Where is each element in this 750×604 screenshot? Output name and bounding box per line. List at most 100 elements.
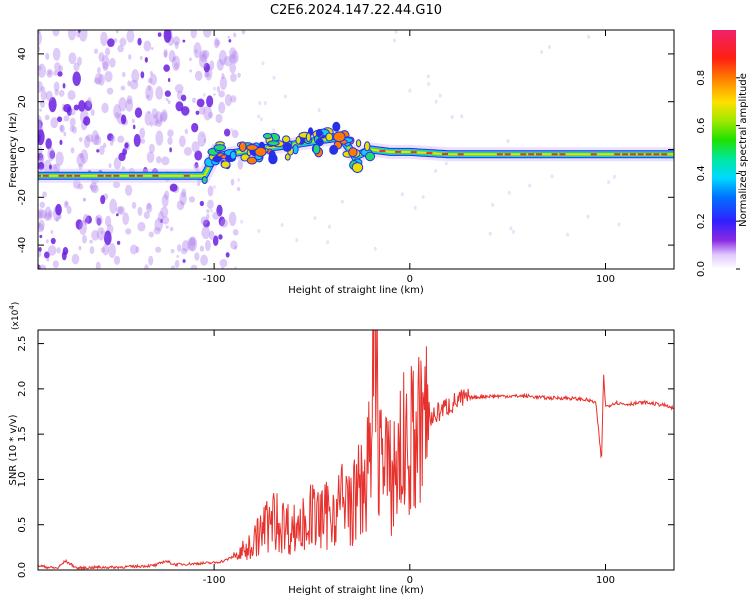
spectrogram-cell — [120, 85, 126, 91]
spectrogram-cell — [283, 94, 287, 99]
spectrogram-cell — [77, 56, 82, 66]
spectrogram-cell — [223, 56, 233, 67]
spectrogram-cell — [91, 230, 99, 241]
spectrogram-cell — [181, 188, 187, 198]
spectrogram-cell — [183, 146, 192, 156]
spectrogram-cell — [191, 122, 199, 133]
spectrogram-cell — [228, 39, 232, 43]
spectrogram-cell — [434, 168, 438, 173]
spectrogram-cell — [115, 30, 119, 34]
spectrogram-cell — [157, 211, 164, 224]
spectrogram-cell — [168, 50, 176, 63]
colorbar-tick-label: 0.8 — [696, 70, 707, 86]
spectrogram-cell — [73, 104, 80, 111]
spectrogram-cell — [100, 247, 106, 253]
spectrogram-cell — [199, 50, 208, 62]
spectrogram-cell — [161, 109, 168, 121]
spectrogram-cell — [93, 77, 100, 84]
spectrogram-cell — [373, 246, 377, 251]
spectrogram-cell — [38, 146, 43, 156]
spectrogram-cell — [47, 210, 53, 218]
spectrogram-cell — [111, 135, 116, 143]
spectrogram-cell — [212, 235, 219, 246]
spectrogram-cell — [137, 221, 146, 232]
spectrogram-cell — [148, 231, 154, 238]
spectrogram-cell — [89, 184, 94, 189]
spectrogram-cell — [234, 266, 238, 269]
colorbar-tick-label: 0.6 — [696, 118, 707, 134]
spectrogram-cell — [394, 30, 398, 34]
spectrogram-cell — [152, 114, 159, 126]
spectrogram-cell — [79, 153, 84, 159]
spectrogram-cell — [231, 50, 239, 64]
spectrogram-cell — [103, 142, 107, 149]
spectrogram-cell — [100, 31, 108, 46]
spectrogram-cell — [355, 139, 362, 148]
spectrogram-cell — [194, 70, 203, 81]
spectrogram-cell — [192, 97, 196, 104]
spectrogram-cell — [94, 135, 102, 146]
spectrogram-cell — [198, 54, 208, 68]
spectrogram-cell — [199, 245, 205, 252]
spectrogram-cell — [44, 206, 52, 220]
spectrogram-cell — [181, 240, 191, 252]
spectrogram-cell — [218, 90, 225, 98]
spectrogram-cell — [188, 57, 192, 61]
spectrogram-cell — [126, 95, 133, 105]
spectrogram-cell — [102, 243, 109, 256]
spectrogram-cell — [212, 211, 220, 220]
spectrogram-cell — [131, 118, 135, 123]
spectrogram-cell — [197, 131, 207, 147]
spectrogram-cell — [118, 152, 126, 162]
spectrogram-cell — [159, 114, 164, 122]
spectrogram-cell — [313, 216, 317, 221]
spectrogram-cell — [547, 44, 551, 49]
spectrogram-cell — [181, 106, 190, 116]
spectrogram-cell — [233, 32, 237, 38]
colorbar-gradient — [712, 30, 736, 269]
spectrogram-cell — [97, 67, 101, 74]
snr-xtick-label: -100 — [203, 575, 226, 586]
spectrogram-cell — [38, 122, 43, 131]
spectrogram-cell — [263, 101, 267, 106]
spectrogram-cell — [161, 194, 169, 208]
spectrogram-ytick-label: 0 — [17, 146, 28, 152]
spectrogram-cell — [63, 104, 72, 113]
spectrogram-cell — [171, 55, 181, 72]
spectrogram-cell — [83, 198, 86, 202]
spectrogram-cell — [44, 251, 50, 259]
spectrogram-cell — [201, 133, 205, 138]
spectrogram-cell — [43, 212, 53, 221]
spectrogram-cell — [108, 243, 116, 259]
spectrogram-cell — [85, 215, 92, 224]
spectrogram-cell — [187, 237, 196, 251]
spectrogram-cell — [172, 36, 181, 46]
spectrogram-cell — [325, 132, 334, 142]
spectrogram-cell — [155, 156, 162, 164]
spectrogram-cell — [90, 109, 95, 116]
figure-title: C2E6.2024.147.22.44.G10 — [270, 3, 442, 18]
spectrogram-cell — [328, 224, 332, 229]
spectrogram-cell — [104, 47, 111, 56]
spectrogram-cell — [50, 117, 59, 129]
spectrogram-cell — [213, 37, 220, 49]
spectrogram-ytick-label: -20 — [17, 189, 28, 205]
spectrogram-cell — [38, 118, 42, 130]
spectrogram-cell — [195, 110, 200, 115]
spectrogram-cell — [83, 135, 91, 148]
spectrogram-cell — [427, 82, 431, 87]
spectrogram-cell — [46, 90, 53, 102]
spectrogram-xtick-label: 100 — [596, 274, 615, 285]
spectrogram-cell — [528, 183, 532, 188]
spectrogram-cell — [122, 212, 130, 226]
colorbar-ticks: 0.0 0.2 0.4 0.6 0.8 — [696, 70, 740, 277]
spectrogram-cell — [151, 108, 158, 119]
spectrogram-cell — [146, 151, 155, 163]
spectrogram-cell — [50, 237, 56, 245]
colorbar-tick-label: 0.2 — [696, 213, 707, 229]
spectrogram-cell — [155, 246, 162, 253]
spectrogram-cell — [160, 218, 163, 224]
spectrogram-cell — [109, 57, 116, 68]
spectrogram-cell — [329, 144, 339, 155]
spectrogram-cell — [202, 92, 206, 97]
